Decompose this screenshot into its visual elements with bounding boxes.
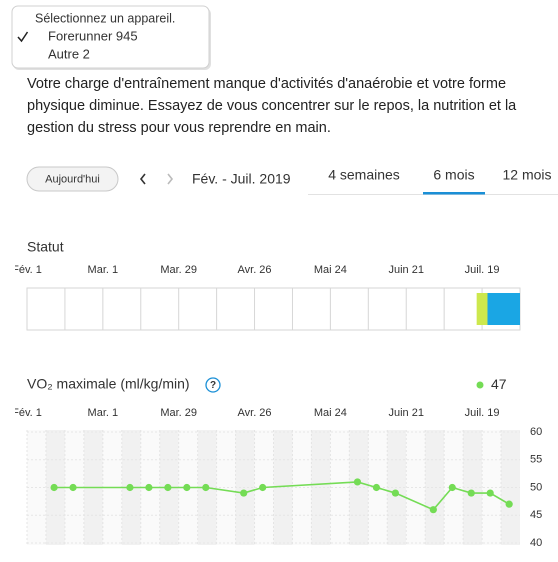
x-tick-label: Mar. 1: [88, 407, 119, 419]
message: Votre charge d'entraînement manque d'act…: [27, 76, 517, 136]
y-tick-label: 60: [530, 426, 542, 438]
tab[interactable]: 4 semaines: [328, 167, 400, 183]
prev-arrow[interactable]: [139, 173, 146, 185]
week-band: [273, 430, 293, 545]
x-tick-label: Juin 21: [388, 407, 423, 419]
help-icon[interactable]: [205, 377, 221, 393]
x-tick-label: Mai 24: [314, 264, 347, 276]
y-tick-label: 55: [530, 454, 542, 466]
dropdown-header: Sélectionnez un appareil.: [35, 11, 175, 25]
week-band: [292, 430, 312, 545]
x-axis: Fév. 1 Mar. 1 Mar. 29 Avr. 26 Mai 24 Juin 21 J…: [12, 407, 500, 419]
chart-title: VO₂ maximale (ml/kg/min): [27, 376, 190, 392]
vo2-point: [164, 483, 172, 492]
x-tick-label: Avr. 26: [238, 264, 272, 276]
check-mark: [17, 31, 29, 43]
y-tick-label: 45: [530, 509, 542, 521]
tab[interactable]: 12 mois: [502, 167, 551, 183]
week-band: [235, 430, 255, 545]
week-band: [425, 430, 445, 545]
help-mark: ?: [210, 380, 216, 391]
vo2-point: [202, 483, 210, 492]
x-tick-label: Juil. 19: [465, 407, 500, 419]
legend-value: 47: [491, 376, 507, 392]
vo2-point: [240, 489, 248, 497]
x-tick-label: Mar. 29: [160, 407, 197, 419]
x-tick-label: Mar. 1: [88, 264, 119, 276]
dropdown-item[interactable]: Autre 2: [48, 46, 90, 61]
vo2-point: [391, 489, 399, 497]
vo2-point: [429, 506, 437, 514]
vo2-point: [259, 483, 267, 492]
dropdown-item[interactable]: Forerunner 945: [48, 28, 138, 43]
next-arrow[interactable]: [167, 173, 174, 185]
tab-underline: [423, 192, 485, 195]
vo2-point: [50, 483, 58, 492]
x-tick-label: Juil. 19: [465, 264, 500, 276]
vo2-point: [372, 483, 381, 492]
x-axis: Fév. 1 Mar. 1 Mar. 29 Avr. 26 Mai 24 Juin 21 J…: [12, 264, 500, 276]
week-band: [216, 430, 236, 545]
vo2-point: [486, 489, 494, 497]
week-band: [349, 430, 369, 545]
week-band: [501, 430, 520, 545]
vo2-point: [505, 500, 513, 508]
vo2-point: [353, 478, 362, 486]
x-tick-label: Juin 21: [388, 264, 423, 276]
vo2-point: [467, 489, 475, 497]
vo2-point: [126, 483, 134, 492]
x-tick-label: Fév. 1: [12, 264, 42, 276]
y-tick-label: 40: [530, 537, 542, 549]
today-label: Aujourd'hui: [45, 173, 100, 185]
tab[interactable]: 6 mois: [433, 167, 474, 183]
vo2-point: [69, 483, 77, 492]
status-segment: [487, 293, 520, 325]
dropdown-panel: [11, 5, 210, 69]
status-frame: [26, 287, 521, 331]
x-tick-label: Mai 24: [314, 407, 347, 419]
date-range: Fév. - Juil. 2019: [192, 171, 291, 187]
chart-title: Statut: [27, 239, 64, 255]
today-button[interactable]: [26, 166, 119, 192]
status-segment: [476, 293, 488, 325]
device-dropdown: Sélectionnez un appareil. Forerunner 945 A…: [11, 5, 211, 70]
vo2-point: [145, 483, 153, 492]
legend-dot: [476, 381, 484, 389]
x-tick-label: Mar. 29: [160, 264, 197, 276]
x-tick-label: Fév. 1: [12, 407, 42, 419]
x-tick-label: Avr. 26: [238, 407, 272, 419]
vo2-point: [448, 483, 456, 492]
vo2-point: [183, 483, 191, 492]
y-tick-label: 50: [530, 481, 542, 493]
